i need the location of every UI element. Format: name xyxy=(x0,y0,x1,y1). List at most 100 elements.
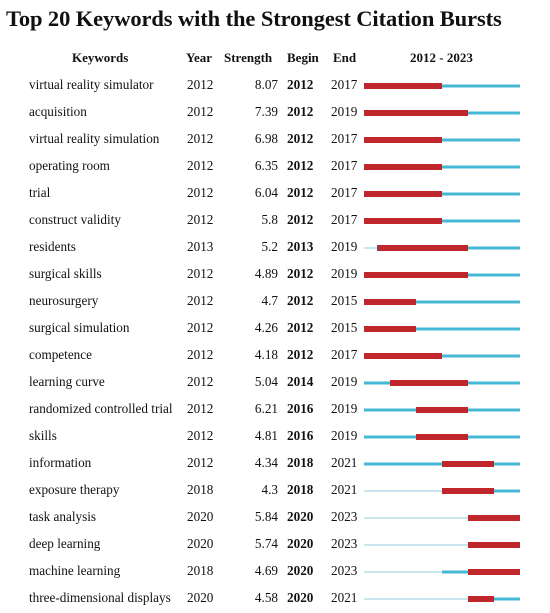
end-cell: 2015 xyxy=(331,293,358,308)
begin-cell: 2012 xyxy=(287,212,314,227)
keyword-cell: randomized controlled trial xyxy=(29,401,173,416)
header-timeline-range: 2012 - 2023 xyxy=(410,50,473,65)
burst-timeline xyxy=(364,353,520,359)
begin-cell: 2013 xyxy=(287,239,314,254)
strength-cell: 6.21 xyxy=(254,401,278,416)
year-cell: 2020 xyxy=(187,509,214,524)
header-begin: Begin xyxy=(287,50,319,65)
chart-title: Top 20 Keywords with the Strongest Citat… xyxy=(6,6,502,31)
begin-cell: 2014 xyxy=(287,374,314,389)
header-strength: Strength xyxy=(224,50,273,65)
table-row: residents 2013 5.2 2013 2019 xyxy=(0,234,550,261)
end-cell: 2017 xyxy=(331,185,358,200)
keyword-cell: residents xyxy=(29,239,76,254)
burst-timeline xyxy=(364,191,520,197)
begin-cell: 2016 xyxy=(287,428,314,443)
begin-cell: 2020 xyxy=(287,509,314,524)
end-cell: 2021 xyxy=(331,455,358,470)
strength-cell: 4.89 xyxy=(254,266,278,281)
burst-timeline xyxy=(364,245,520,251)
pre-appearance-line xyxy=(364,571,442,573)
end-cell: 2019 xyxy=(331,239,358,254)
keyword-cell: surgical simulation xyxy=(29,320,130,335)
table-row: task analysis 2020 5.84 2020 2023 xyxy=(0,504,550,531)
end-cell: 2019 xyxy=(331,401,358,416)
burst-timeline xyxy=(364,137,520,143)
burst-timeline xyxy=(364,110,520,116)
burst-bar xyxy=(364,218,442,224)
burst-bar xyxy=(364,110,468,116)
burst-timeline xyxy=(364,272,520,278)
end-cell: 2019 xyxy=(331,374,358,389)
strength-cell: 4.58 xyxy=(254,590,278,605)
table-row: surgical simulation 2012 4.26 2012 2015 xyxy=(0,315,550,342)
begin-cell: 2012 xyxy=(287,320,314,335)
timeline-line xyxy=(364,300,520,304)
table-row: learning curve 2012 5.04 2014 2019 xyxy=(0,369,550,396)
burst-timeline xyxy=(364,488,520,494)
table-row: construct validity 2012 5.8 2012 2017 xyxy=(0,207,550,234)
strength-cell: 7.39 xyxy=(254,104,278,119)
year-cell: 2012 xyxy=(187,77,214,92)
year-cell: 2012 xyxy=(187,428,214,443)
burst-bar xyxy=(468,569,520,575)
end-cell: 2019 xyxy=(331,104,358,119)
burst-timeline xyxy=(364,164,520,170)
burst-timeline xyxy=(364,434,520,440)
burst-timeline xyxy=(364,596,520,602)
burst-bar xyxy=(364,326,416,332)
end-cell: 2017 xyxy=(331,347,358,362)
keyword-cell: competence xyxy=(29,347,92,362)
strength-cell: 4.18 xyxy=(254,347,278,362)
strength-cell: 5.04 xyxy=(254,374,278,389)
header-year: Year xyxy=(186,50,212,65)
begin-cell: 2018 xyxy=(287,455,314,470)
burst-timeline xyxy=(364,461,520,467)
keyword-cell: machine learning xyxy=(29,563,121,578)
end-cell: 2023 xyxy=(331,509,358,524)
year-cell: 2018 xyxy=(187,482,214,497)
burst-timeline xyxy=(364,218,520,224)
table-row: skills 2012 4.81 2016 2019 xyxy=(0,423,550,450)
year-cell: 2018 xyxy=(187,563,214,578)
end-cell: 2017 xyxy=(331,77,358,92)
year-cell: 2012 xyxy=(187,455,214,470)
begin-cell: 2012 xyxy=(287,131,314,146)
keyword-cell: three-dimensional displays xyxy=(29,590,171,605)
pre-appearance-line xyxy=(364,598,468,600)
strength-cell: 4.81 xyxy=(254,428,278,443)
header-keywords: Keywords xyxy=(72,50,129,65)
burst-bar xyxy=(416,407,468,413)
pre-appearance-line xyxy=(364,544,468,546)
burst-bar xyxy=(442,461,494,467)
pre-appearance-line xyxy=(364,517,468,519)
keyword-cell: virtual reality simulator xyxy=(29,77,154,92)
header-end: End xyxy=(333,50,357,65)
begin-cell: 2012 xyxy=(287,185,314,200)
table-row: surgical skills 2012 4.89 2012 2019 xyxy=(0,261,550,288)
keyword-cell: skills xyxy=(29,428,57,443)
strength-cell: 4.69 xyxy=(254,563,278,578)
burst-timeline xyxy=(364,407,520,413)
year-cell: 2012 xyxy=(187,131,214,146)
year-cell: 2020 xyxy=(187,590,214,605)
table-row: machine learning 2018 4.69 2020 2023 xyxy=(0,558,550,585)
keyword-cell: neurosurgery xyxy=(29,293,99,308)
begin-cell: 2020 xyxy=(287,563,314,578)
year-cell: 2012 xyxy=(187,104,214,119)
end-cell: 2023 xyxy=(331,563,358,578)
burst-timeline xyxy=(364,299,520,305)
table-row: operating room 2012 6.35 2012 2017 xyxy=(0,153,550,180)
year-cell: 2013 xyxy=(187,239,214,254)
begin-cell: 2012 xyxy=(287,158,314,173)
begin-cell: 2012 xyxy=(287,104,314,119)
year-cell: 2012 xyxy=(187,212,214,227)
burst-timeline xyxy=(364,326,520,332)
year-cell: 2012 xyxy=(187,293,214,308)
keyword-cell: exposure therapy xyxy=(29,482,120,497)
table-row: virtual reality simulator 2012 8.07 2012 201… xyxy=(0,72,550,99)
burst-bar xyxy=(364,164,442,170)
strength-cell: 4.7 xyxy=(261,293,278,308)
end-cell: 2019 xyxy=(331,266,358,281)
burst-bar xyxy=(468,596,494,602)
